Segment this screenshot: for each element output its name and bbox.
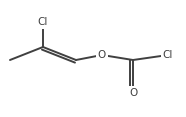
Text: Cl: Cl [163, 50, 173, 60]
Text: Cl: Cl [38, 17, 48, 27]
Text: O: O [98, 50, 106, 60]
Text: O: O [129, 88, 137, 98]
